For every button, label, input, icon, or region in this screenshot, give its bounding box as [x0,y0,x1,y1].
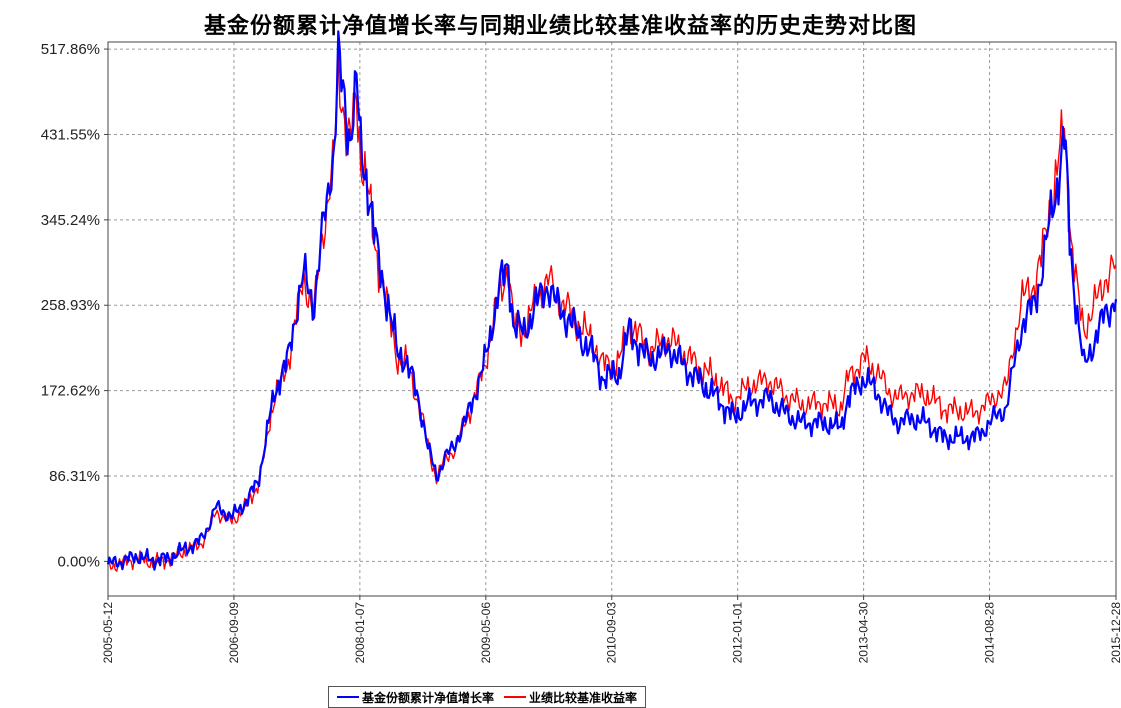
chart-title: 基金份额累计净值增长率与同期业绩比较基准收益率的历史走势对比图 [203,13,917,39]
legend-item-fund: 基金份额累计净值增长率 [337,689,494,706]
y-tick-label: 0.00% [57,553,100,570]
y-tick-label: 86.31% [49,468,100,485]
y-tick-label: 258.93% [41,297,100,314]
x-tick-label: 2006-09-09 [227,602,241,664]
legend: 基金份额累计净值增长率 业绩比较基准收益率 [328,686,647,708]
legend-swatch-red [504,696,527,698]
legend-item-benchmark: 业绩比较基准收益率 [504,689,637,706]
x-tick-label: 2015-12-28 [1109,602,1121,664]
legend-label-benchmark: 业绩比较基准收益率 [529,690,638,705]
y-tick-label: 517.86% [41,41,100,58]
y-tick-label: 431.55% [41,126,100,143]
x-tick-label: 2013-04-30 [857,602,871,664]
y-tick-label: 345.24% [41,212,100,229]
x-tick-label: 2014-08-28 [983,602,997,664]
x-tick-label: 2012-01-01 [731,602,745,664]
x-tick-label: 2010-09-03 [605,602,619,664]
x-tick-label: 2008-01-07 [353,602,367,664]
legend-swatch-blue [337,696,359,698]
x-tick-label: 2005-05-12 [101,602,115,664]
series-lines [106,30,1118,572]
y-tick-label: 172.62% [41,383,100,400]
y-axis: 0.00% 86.31% 172.62% 258.93% 345.24% 431.55% 5… [41,41,108,570]
x-tick-label: 2009-05-06 [479,602,493,664]
legend-label-fund: 基金份额累计净值增长率 [362,690,495,705]
grid-lines [107,42,1117,596]
x-axis: 2005-05-12 2006-09-09 2008-01-07 2009-05-06… [101,596,1121,663]
series-line-fund [106,30,1118,571]
